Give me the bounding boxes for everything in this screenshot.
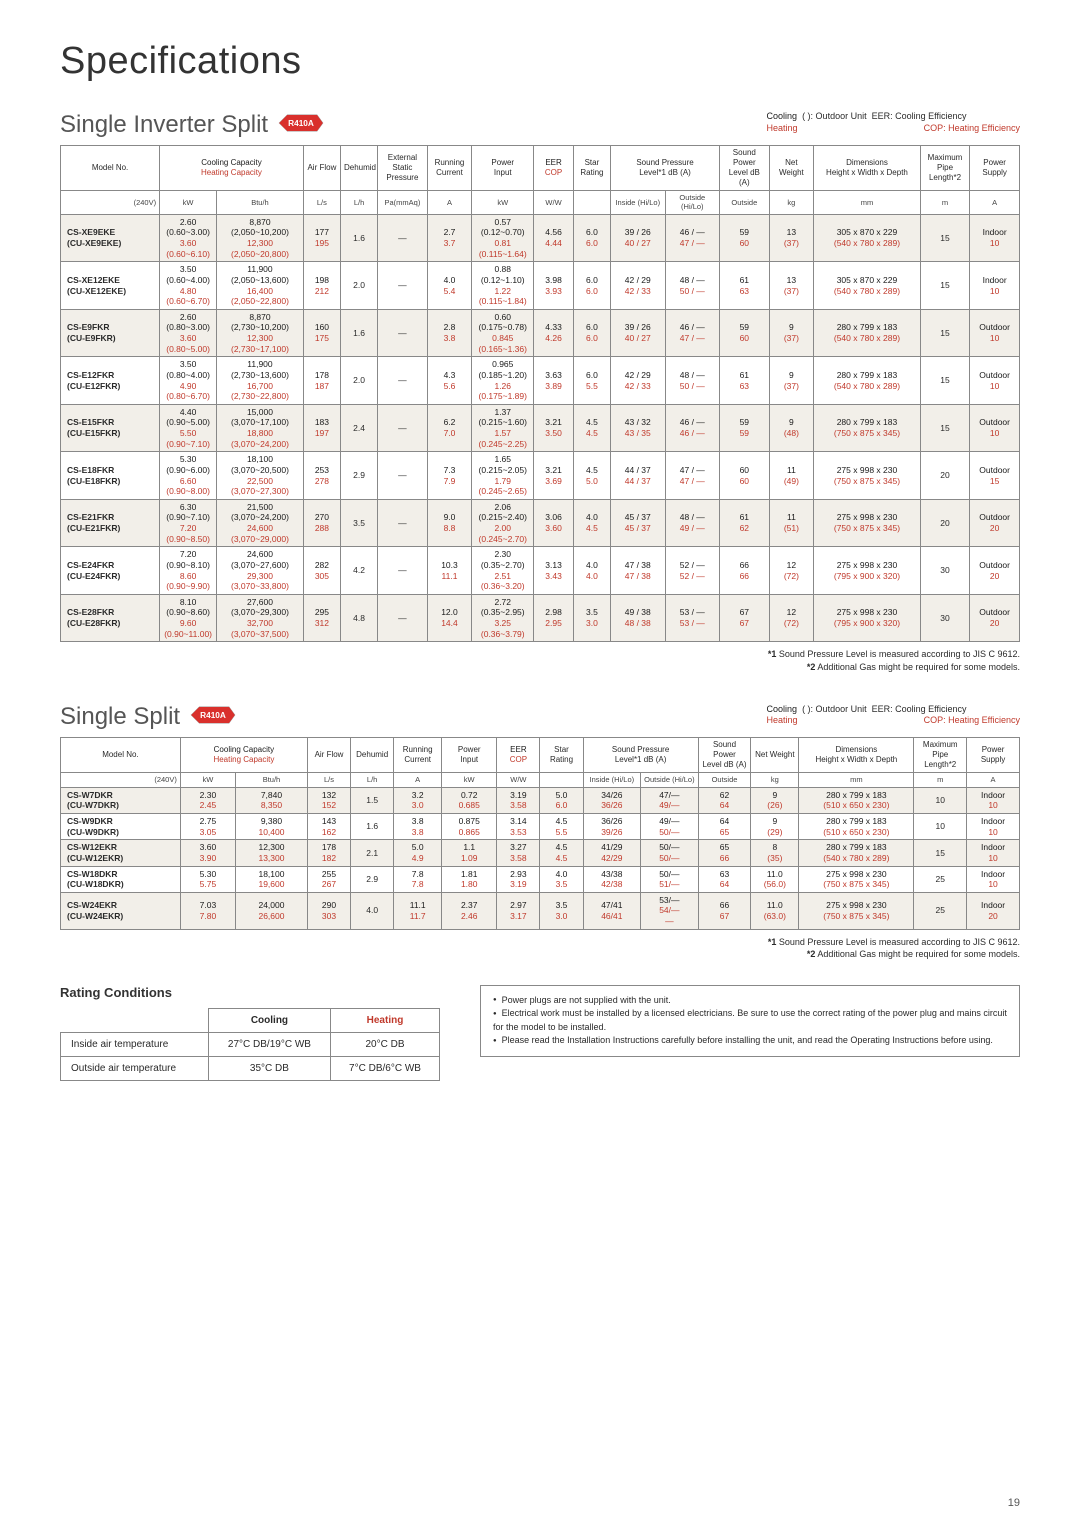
install-note: Please read the Installation Instruction… xyxy=(493,1034,1007,1048)
table-row: CS-E21FKR(CU-E21FKR) 6.30(0.90~7.10)7.20… xyxy=(61,499,1020,547)
legend-cooling-heating: Cooling ( ): Outdoor Unit EER: Cooling E… xyxy=(767,111,1020,134)
table-row: CS-W12EKR(CU-W12EKR) 3.603.9012,30013,30… xyxy=(61,840,1020,866)
table-row: CS-E28FKR(CU-E28FKR) 8.10(0.90~8.60)9.60… xyxy=(61,594,1020,642)
table-row: CS-W18DKR(CU-W18DKR) 5.305.7518,10019,60… xyxy=(61,866,1020,892)
spec-table-1: Model No. Cooling CapacityHeating Capaci… xyxy=(60,145,1020,642)
table-row: CS-XE12EKE(CU-XE12EKE) 3.50(0.60~4.00)4.… xyxy=(61,262,1020,310)
table-row: CS-E15FKR(CU-E15FKR) 4.40(0.90~5.00)5.50… xyxy=(61,404,1020,452)
footnotes-2: *1 Sound Pressure Level is measured acco… xyxy=(60,936,1020,961)
svg-text:R410A: R410A xyxy=(200,711,226,720)
install-notes: Power plugs are not supplied with the un… xyxy=(480,985,1020,1057)
page-title: Specifications xyxy=(60,40,1020,83)
section2-title: Single Split xyxy=(60,703,180,731)
table-row: CS-E24FKR(CU-E24FKR) 7.20(0.90~8.10)8.60… xyxy=(61,547,1020,595)
table-row: CS-W7DKR(CU-W7DKR) 2.302.457,8408,350 13… xyxy=(61,787,1020,813)
table-row: CS-XE9EKE(CU-XE9EKE) 2.60(0.60~3.00)3.60… xyxy=(61,214,1020,262)
table-row: CS-E9FKR(CU-E9FKR) 2.60(0.80~3.00)3.60(0… xyxy=(61,309,1020,357)
svg-text:R410A: R410A xyxy=(288,118,314,127)
rating-conditions: Rating Conditions Cooling Heating Inside… xyxy=(60,985,440,1081)
r410a-badge-2: R410A xyxy=(190,704,236,731)
install-note: Electrical work must be installed by a l… xyxy=(493,1007,1007,1034)
table-row: CS-W9DKR(CU-W9DKR) 2.753.059,38010,400 1… xyxy=(61,814,1020,840)
footnotes-1: *1 Sound Pressure Level is measured acco… xyxy=(60,648,1020,673)
section1-title: Single Inverter Split xyxy=(60,111,268,139)
table-row: CS-E12FKR(CU-E12FKR) 3.50(0.80~4.00)4.90… xyxy=(61,357,1020,405)
install-note: Power plugs are not supplied with the un… xyxy=(493,994,1007,1008)
r410a-badge: R410A xyxy=(278,112,324,139)
page-number: 19 xyxy=(1008,1497,1020,1509)
table-row: CS-W24EKR(CU-W24EKR) 7.037.8024,00026,60… xyxy=(61,892,1020,929)
table-row: CS-E18FKR(CU-E18FKR) 5.30(0.90~6.00)6.60… xyxy=(61,452,1020,500)
spec-table-2: Model No. Cooling CapacityHeating Capaci… xyxy=(60,737,1020,929)
legend-2: Cooling ( ): Outdoor Unit EER: Cooling E… xyxy=(767,704,1020,727)
